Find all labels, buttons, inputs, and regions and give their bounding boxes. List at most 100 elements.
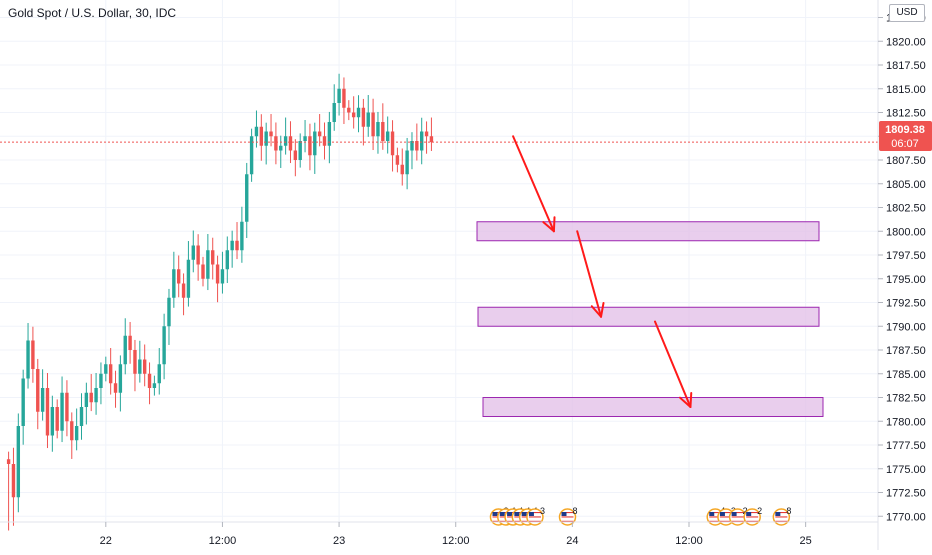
candle-body — [186, 259, 191, 298]
price-tick-label: 1805.00 — [886, 179, 926, 191]
candle-body — [274, 136, 278, 151]
down-arrow[interactable] — [576, 230, 605, 318]
price-tick-label: 1782.50 — [886, 393, 926, 405]
candle-body — [235, 240, 239, 251]
candle-body — [327, 122, 332, 146]
candle-body — [230, 240, 234, 251]
event-count: 8 — [573, 506, 578, 516]
last-price-tag: 1809.38 06:07 — [879, 121, 932, 151]
price-zone[interactable] — [482, 397, 824, 417]
price-tick-label: 1807.50 — [886, 155, 926, 167]
price-tick-label: 1792.50 — [886, 298, 926, 310]
countdown-timer: 06:07 — [891, 138, 919, 150]
price-tick-label: 1800.00 — [886, 226, 926, 238]
event-count: 3 — [540, 506, 545, 516]
candle-body — [298, 141, 302, 160]
down-arrow[interactable] — [653, 320, 693, 408]
candle-body — [6, 459, 11, 464]
candle-body — [157, 364, 161, 384]
candle-body — [356, 107, 361, 118]
candle-body — [128, 335, 132, 350]
candle-body — [424, 131, 429, 137]
candle-body — [381, 122, 385, 141]
price-tick-label: 1797.50 — [886, 250, 926, 262]
candle-body — [21, 378, 25, 426]
last-price-value: 1809.38 — [885, 124, 925, 136]
candle-body — [308, 136, 312, 156]
candle-body — [245, 174, 249, 222]
candle-body — [147, 373, 152, 388]
candle-body — [342, 88, 346, 108]
event-flag-icon[interactable]: 8 — [558, 506, 578, 526]
candle-body — [259, 126, 264, 146]
candle-body — [220, 269, 225, 284]
price-tick-label: 1777.50 — [886, 440, 926, 452]
candle-body — [201, 264, 205, 279]
price-zone[interactable] — [477, 306, 820, 327]
candle-body — [215, 264, 220, 284]
currency-badge[interactable]: USD — [889, 4, 925, 22]
candle-body — [196, 245, 200, 265]
candle-body — [123, 335, 127, 365]
arrows[interactable] — [512, 135, 693, 408]
candle-body — [211, 250, 215, 265]
time-tick-label: 24 — [566, 535, 578, 547]
time-axis[interactable]: 22 12:00 23 12:00 24 12:00 25 — [100, 522, 812, 547]
event-flag-icon[interactable]: 3 — [526, 506, 545, 526]
candle-body — [65, 392, 69, 422]
candle-body — [60, 392, 64, 431]
time-tick-label: 22 — [100, 535, 112, 547]
price-axis[interactable]: 1770.00 1772.50 1775.00 1777.50 1780.00 1782.… — [878, 13, 926, 524]
candle-body — [400, 164, 404, 175]
candle-body — [415, 141, 419, 151]
candle-body — [55, 407, 59, 431]
candle-body — [206, 250, 210, 279]
time-tick-label: 25 — [800, 535, 812, 547]
price-tick-label: 1802.50 — [886, 203, 926, 215]
price-tick-label: 1812.50 — [886, 108, 926, 120]
price-zones[interactable] — [476, 221, 824, 417]
candle-body — [99, 373, 103, 388]
candle-body — [74, 426, 79, 441]
price-tick-label: 1780.00 — [886, 416, 926, 428]
event-flag-icon[interactable]: 2 — [743, 506, 762, 526]
event-count: 8 — [786, 506, 791, 516]
candle-body — [269, 131, 273, 137]
event-count: 2 — [743, 506, 748, 516]
candle-body — [283, 136, 288, 146]
price-tick-label: 1790.00 — [886, 321, 926, 333]
candle-body — [108, 364, 113, 384]
candle-body — [420, 131, 424, 151]
candle-body — [264, 131, 268, 146]
event-flag-icon[interactable]: 8 — [772, 506, 791, 526]
candle-body — [347, 107, 351, 113]
candle-body — [410, 141, 414, 151]
candle-body — [40, 388, 45, 412]
candle-body — [254, 126, 259, 137]
candle-body — [45, 388, 50, 436]
down-arrow[interactable] — [512, 135, 556, 233]
grid — [0, 0, 878, 522]
candle-body — [240, 221, 244, 251]
event-markers[interactable]: 244443842228 — [489, 506, 791, 526]
candle-body — [138, 359, 142, 374]
candle-body — [133, 350, 137, 374]
candle-body — [225, 250, 229, 270]
price-tick-label: 1795.00 — [886, 274, 926, 286]
candle-body — [371, 112, 375, 137]
candle-body — [167, 297, 171, 327]
candle-body — [118, 364, 123, 393]
candle-body — [366, 112, 370, 127]
candle-body — [162, 326, 166, 365]
candle-body — [191, 245, 195, 260]
candle-body — [104, 364, 108, 374]
time-tick-label: 12:00 — [675, 535, 703, 547]
candle-body — [249, 136, 254, 175]
price-tick-label: 1770.00 — [886, 511, 926, 523]
price-zone[interactable] — [476, 221, 820, 242]
price-tick-label: 1815.00 — [886, 84, 926, 96]
time-tick-label: 23 — [333, 535, 345, 547]
candle-body — [11, 464, 16, 498]
